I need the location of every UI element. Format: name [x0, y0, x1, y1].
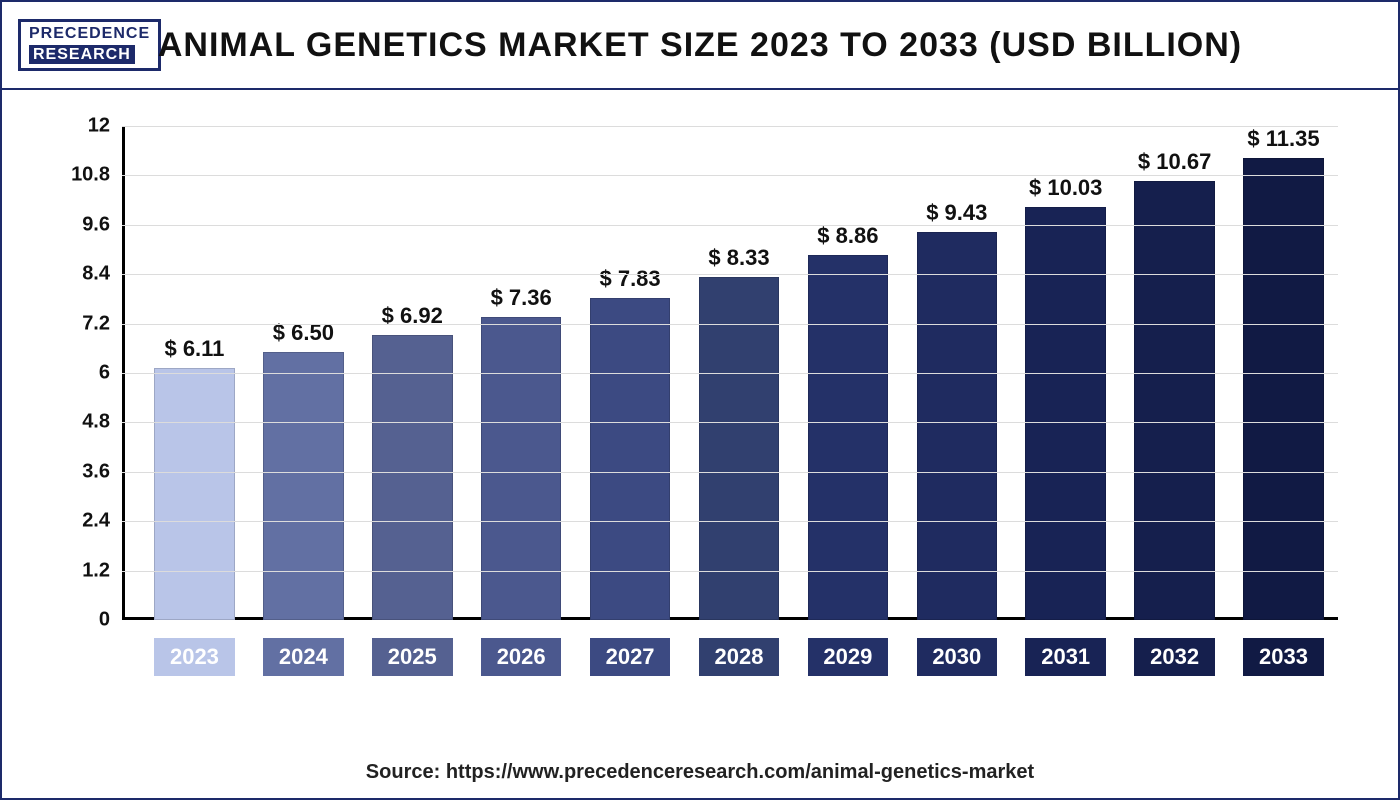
bar: [590, 298, 671, 620]
grid-line: [122, 571, 1338, 572]
x-axis-label: 2028: [699, 638, 780, 676]
x-badge-slot: 2030: [902, 638, 1011, 676]
y-tick-label: 12: [88, 115, 122, 138]
y-tick-label: 6: [99, 362, 122, 385]
chart-wrap: $ 6.11$ 6.50$ 6.92$ 7.36$ 7.83$ 8.33$ 8.…: [2, 90, 1398, 743]
x-axis-label: 2029: [808, 638, 889, 676]
bar: [808, 255, 889, 620]
y-tick-label: 1.2: [82, 559, 122, 582]
x-axis-label: 2027: [590, 638, 671, 676]
bar-value-label: $ 6.11: [164, 336, 224, 362]
y-tick-label: 3.6: [82, 460, 122, 483]
x-axis-label: 2026: [481, 638, 562, 676]
logo-line1: PRECEDENCE: [29, 26, 150, 43]
y-tick-label: 10.8: [71, 164, 122, 187]
grid-line: [122, 521, 1338, 522]
x-badge-slot: 2024: [249, 638, 358, 676]
bar: [1243, 158, 1324, 620]
logo: PRECEDENCE RESEARCH: [18, 19, 161, 72]
bar-value-label: $ 7.83: [599, 266, 660, 292]
chart-frame: PRECEDENCE RESEARCH ANIMAL GENETICS MARK…: [0, 0, 1400, 800]
x-badge-slot: 2028: [685, 638, 794, 676]
bar: [481, 317, 562, 620]
x-axis-labels: 2023 2024 2025 2026 2027 2028 2029 2030 2031 2032…: [140, 638, 1338, 676]
x-axis-label: 2024: [263, 638, 344, 676]
bar: [1134, 181, 1215, 620]
x-badge-slot: 2032: [1120, 638, 1229, 676]
source-text: Source: https://www.precedenceresearch.c…: [2, 743, 1398, 798]
bar-value-label: $ 11.35: [1247, 126, 1319, 152]
x-badge-slot: 2025: [358, 638, 467, 676]
y-tick-label: 8.4: [82, 263, 122, 286]
bar-value-label: $ 8.86: [817, 223, 878, 249]
x-axis-label: 2031: [1025, 638, 1106, 676]
x-badge-slot: 2026: [467, 638, 576, 676]
grid-line: [122, 225, 1338, 226]
chart: $ 6.11$ 6.50$ 6.92$ 7.36$ 7.83$ 8.33$ 8.…: [42, 110, 1358, 690]
bar-value-label: $ 8.33: [708, 245, 769, 271]
bar: [154, 368, 235, 620]
logo-line2: RESEARCH: [29, 45, 135, 65]
y-tick-label: 4.8: [82, 411, 122, 434]
grid-line: [122, 324, 1338, 325]
bar-value-label: $ 10.03: [1029, 175, 1102, 201]
grid-line: [122, 373, 1338, 374]
bar-value-label: $ 10.67: [1138, 149, 1211, 175]
bar: [1025, 207, 1106, 620]
grid-line: [122, 472, 1338, 473]
chart-title: ANIMAL GENETICS MARKET SIZE 2023 TO 2033…: [2, 26, 1398, 65]
bar-value-label: $ 7.36: [491, 285, 552, 311]
grid-line: [122, 126, 1338, 127]
x-axis-label: 2025: [372, 638, 453, 676]
bar-value-label: $ 9.43: [926, 200, 987, 226]
bar: [263, 352, 344, 620]
bar: [917, 232, 998, 620]
x-axis-label: 2032: [1134, 638, 1215, 676]
x-badge-slot: 2033: [1229, 638, 1338, 676]
y-tick-label: 7.2: [82, 312, 122, 335]
grid-line: [122, 175, 1338, 176]
x-axis-label: 2030: [917, 638, 998, 676]
grid-line: [122, 274, 1338, 275]
bar-value-label: $ 6.92: [382, 303, 443, 329]
x-badge-slot: 2023: [140, 638, 249, 676]
y-tick-label: 9.6: [82, 213, 122, 236]
y-tick-label: 0: [99, 609, 122, 632]
y-tick-label: 2.4: [82, 510, 122, 533]
x-badge-slot: 2029: [793, 638, 902, 676]
bar: [372, 335, 453, 620]
x-badge-slot: 2031: [1011, 638, 1120, 676]
grid-line: [122, 422, 1338, 423]
x-axis-label: 2033: [1243, 638, 1324, 676]
bar: [699, 277, 780, 620]
x-axis-label: 2023: [154, 638, 235, 676]
header: PRECEDENCE RESEARCH ANIMAL GENETICS MARK…: [2, 2, 1398, 90]
plot-area: $ 6.11$ 6.50$ 6.92$ 7.36$ 7.83$ 8.33$ 8.…: [122, 126, 1338, 620]
x-badge-slot: 2027: [576, 638, 685, 676]
